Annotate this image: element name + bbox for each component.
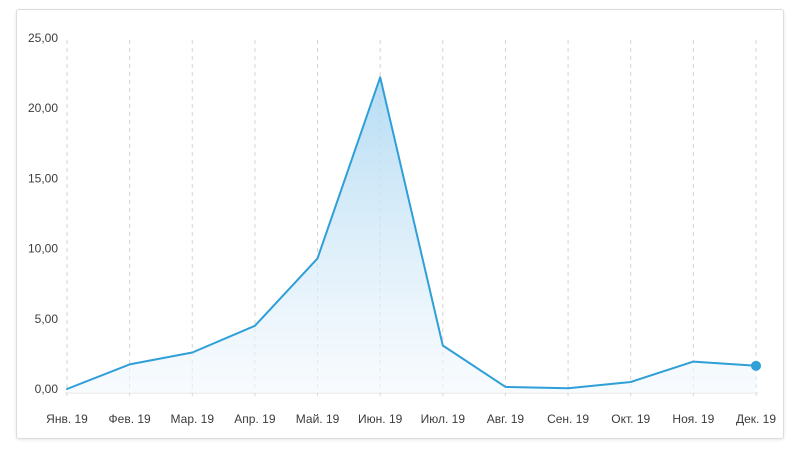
x-tick-label: Янв. 19: [46, 412, 88, 426]
y-tick-label: 10,00: [28, 242, 58, 256]
series-area: [67, 77, 756, 394]
x-tick-label: Сен. 19: [547, 412, 589, 426]
series-line-path: [66, 76, 757, 390]
x-tick-label: Фев. 19: [109, 412, 152, 426]
y-tick-label: 25,00: [28, 31, 58, 45]
x-tick-label: Ноя. 19: [672, 412, 714, 426]
x-tick-label: Окт. 19: [611, 412, 650, 426]
highlighted-data-point: [751, 360, 761, 371]
x-axis: Янв. 19 Фев. 19 Мар. 19 Апр. 19 Май. 19 Июн. …: [46, 412, 776, 426]
x-tick-label: Апр. 19: [234, 412, 276, 426]
x-tick-label: Июн. 19: [358, 412, 403, 426]
y-tick-label: 15,00: [28, 171, 58, 185]
y-tick-label: 0,00: [35, 382, 59, 396]
x-tick-label: Мар. 19: [171, 412, 215, 426]
y-tick-label: 5,00: [35, 312, 59, 326]
x-tick-label: Дек. 19: [736, 412, 776, 426]
series-line: [66, 76, 757, 390]
y-axis: 0,00 5,00 10,00 15,00 20,00 25,00: [28, 31, 58, 396]
y-tick-label: 20,00: [28, 101, 58, 115]
series-points: [751, 360, 761, 371]
x-tick-label: Авг. 19: [487, 412, 525, 426]
x-tick-label: Май. 19: [296, 412, 340, 426]
x-tick-label: Июл. 19: [421, 412, 466, 426]
series-area-fill: [67, 77, 756, 394]
